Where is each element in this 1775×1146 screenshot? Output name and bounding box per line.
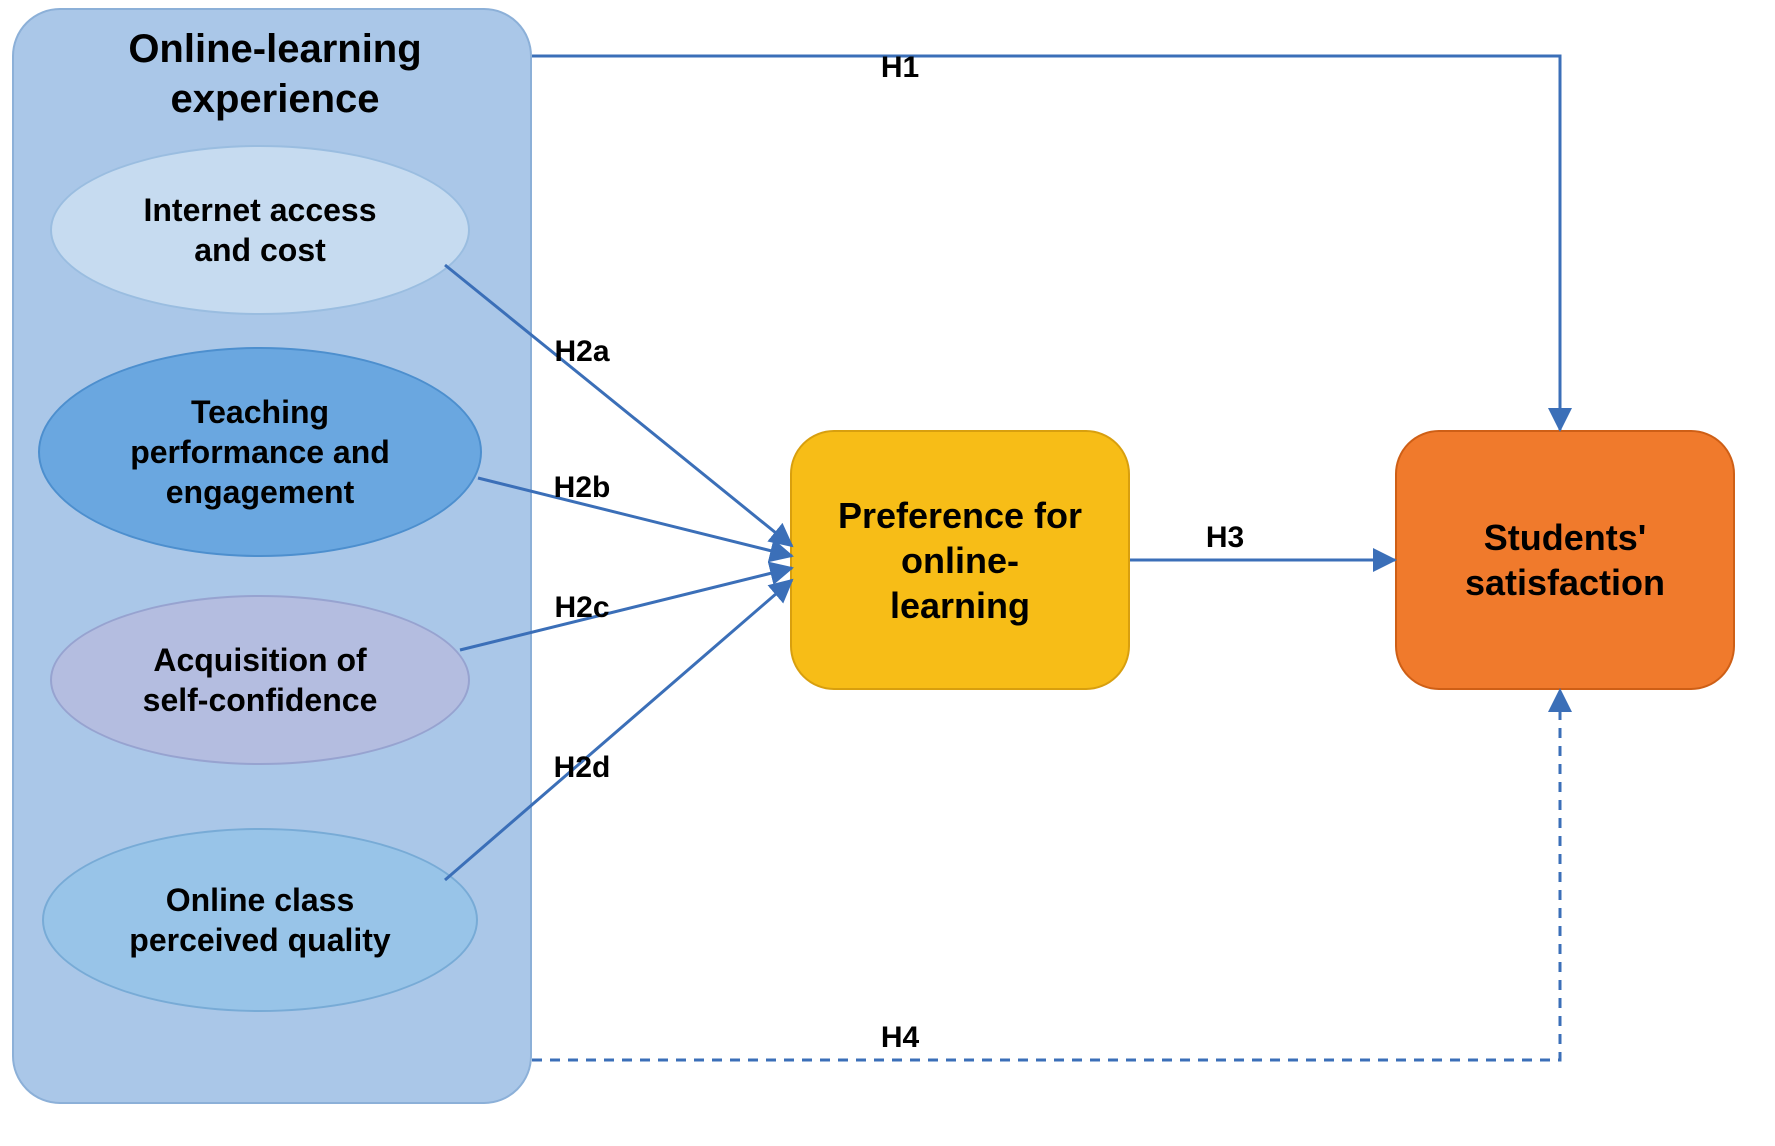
ellipse-e1: Internet access and cost bbox=[50, 145, 470, 315]
ellipse-e3: Acquisition of self-confidence bbox=[50, 595, 470, 765]
edge-label-H3: H3 bbox=[1165, 514, 1285, 562]
edge-label-H2c: H2c bbox=[522, 584, 642, 632]
node-satisfaction: Students' satisfaction bbox=[1395, 430, 1735, 690]
edge-label-H2b: H2b bbox=[522, 464, 642, 512]
edge-H4 bbox=[532, 690, 1560, 1060]
node-preference-label: Preference for online- learning bbox=[838, 493, 1082, 628]
edge-label-H2a: H2a bbox=[522, 328, 642, 376]
ellipse-e2-label: Teaching performance and engagement bbox=[130, 392, 390, 512]
node-preference: Preference for online- learning bbox=[790, 430, 1130, 690]
node-satisfaction-label: Students' satisfaction bbox=[1465, 515, 1665, 605]
ellipse-e4: Online class perceived quality bbox=[42, 828, 478, 1012]
edge-H1 bbox=[532, 56, 1560, 430]
edge-label-H4: H4 bbox=[840, 1014, 960, 1062]
ellipse-e2: Teaching performance and engagement bbox=[38, 347, 482, 557]
container-title: Online-learning experience bbox=[55, 24, 495, 124]
ellipse-e1-label: Internet access and cost bbox=[143, 190, 376, 270]
ellipse-e3-label: Acquisition of self-confidence bbox=[143, 640, 378, 720]
edge-label-H2d: H2d bbox=[522, 744, 642, 792]
edge-label-H1: H1 bbox=[840, 44, 960, 92]
ellipse-e4-label: Online class perceived quality bbox=[129, 880, 390, 960]
